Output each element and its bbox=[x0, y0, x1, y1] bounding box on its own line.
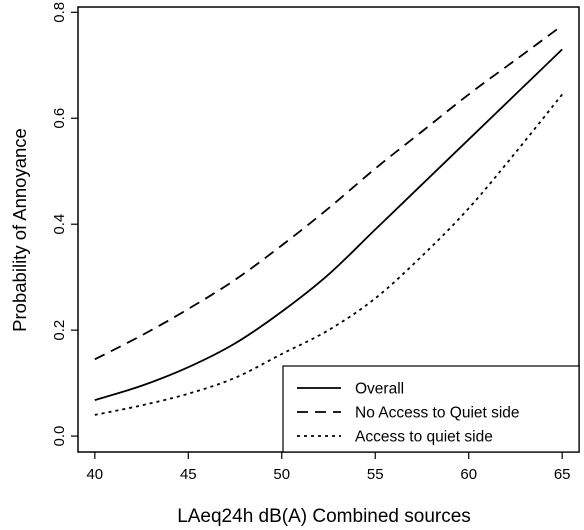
x-tick-label: 55 bbox=[367, 466, 384, 483]
x-axis: 40 45 50 55 60 65 bbox=[86, 452, 571, 483]
series-line-dashed bbox=[94, 24, 563, 361]
x-tick-label: 45 bbox=[180, 466, 197, 483]
legend-label: Overall bbox=[355, 381, 404, 398]
legend-label: No Access to Quiet side bbox=[355, 405, 520, 422]
series-line-solid bbox=[94, 48, 563, 401]
y-tick-label: 0.8 bbox=[51, 2, 68, 23]
y-tick-label: 0.4 bbox=[51, 214, 68, 235]
y-axis-title: Probability of Annoyance bbox=[9, 128, 30, 332]
y-tick-label: 0.2 bbox=[51, 320, 68, 341]
x-tick-label: 60 bbox=[460, 466, 477, 483]
legend-box bbox=[282, 365, 580, 453]
legend-label: Access to quiet side bbox=[355, 429, 493, 446]
x-axis-title: LAeq24h dB(A) Combined sources bbox=[177, 506, 471, 527]
y-axis: 0.0 0.2 0.4 0.6 0.8 bbox=[51, 2, 78, 447]
y-tick-label: 0.6 bbox=[51, 108, 68, 129]
series-line-dotted bbox=[94, 93, 563, 416]
legend: Overall No Access to Quiet side Access to … bbox=[282, 365, 580, 453]
x-tick-label: 40 bbox=[86, 466, 103, 483]
x-tick-label: 65 bbox=[554, 466, 571, 483]
y-tick-label: 0.0 bbox=[51, 426, 68, 447]
x-tick-label: 50 bbox=[273, 466, 290, 483]
series-lines bbox=[94, 24, 563, 416]
